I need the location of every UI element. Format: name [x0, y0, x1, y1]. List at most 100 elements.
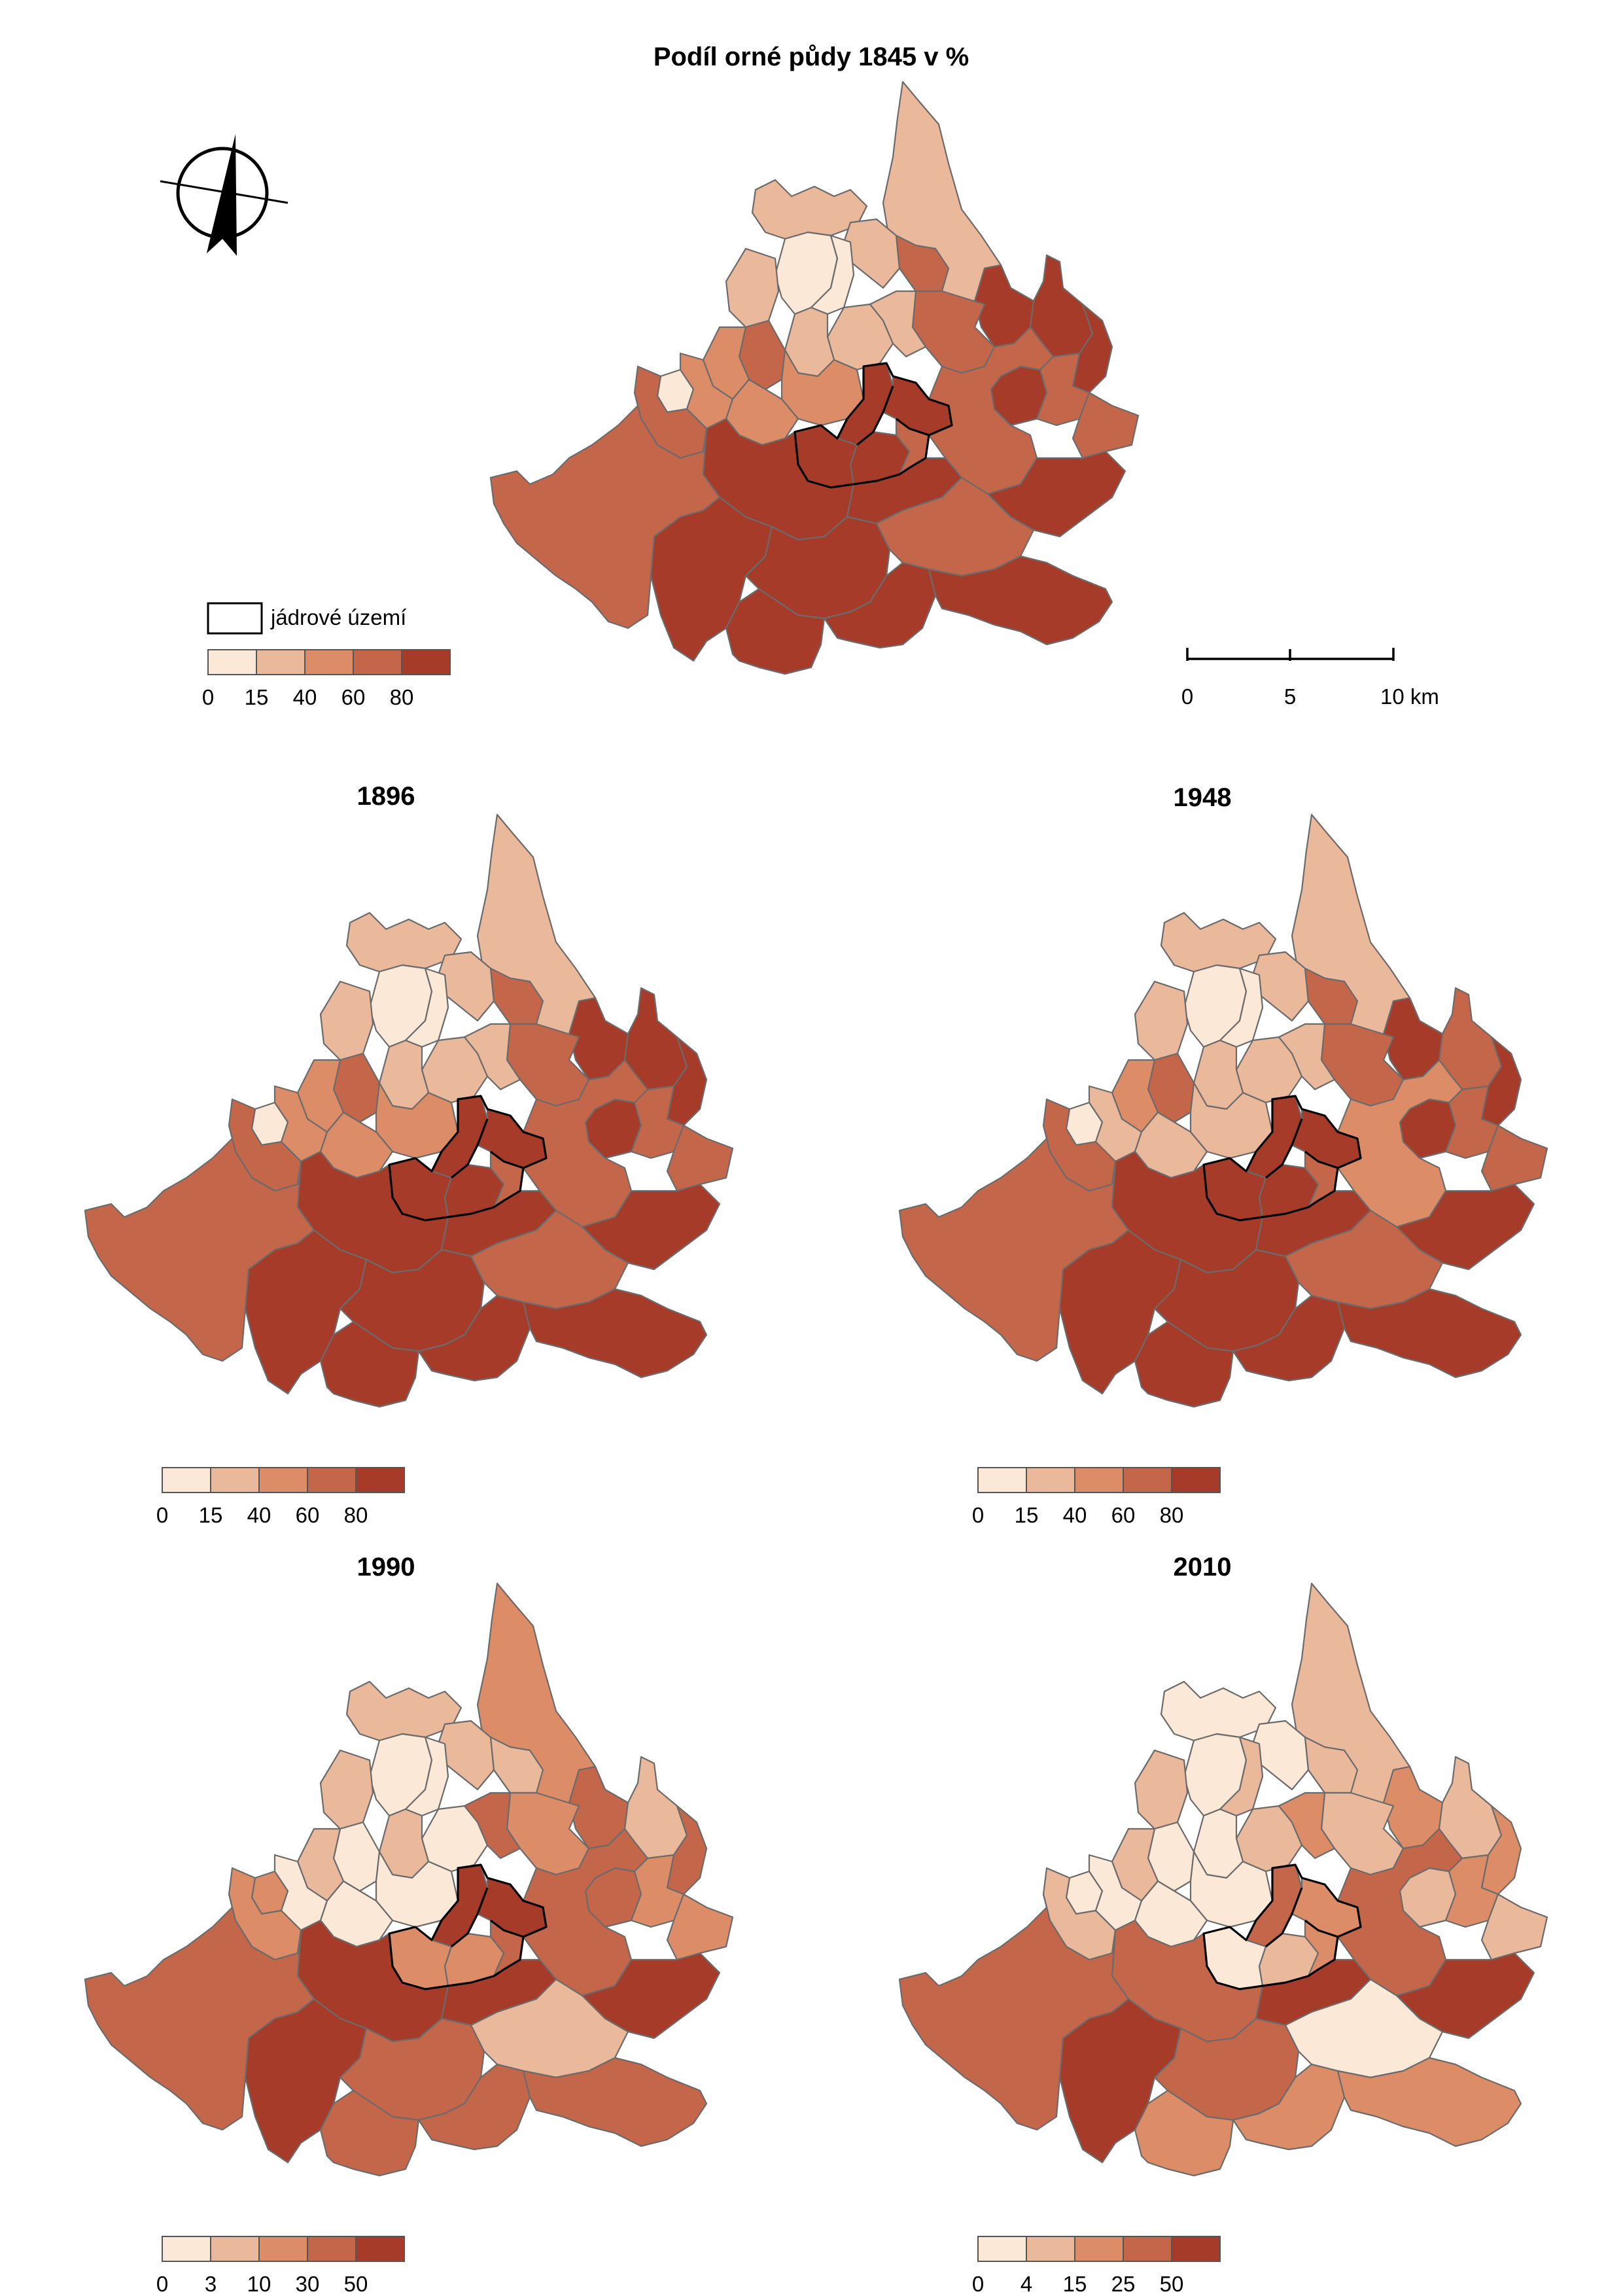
legend-swatch	[162, 1467, 211, 1493]
legend-swatch	[258, 1467, 308, 1493]
municipality-region	[319, 1749, 374, 1830]
legend-swatch	[304, 649, 354, 675]
legend-class-label: 80	[344, 1503, 368, 1527]
municipality-regions	[489, 80, 1140, 675]
legend-swatch	[1026, 1467, 1075, 1493]
municipality-region	[1134, 980, 1189, 1061]
municipality-region	[895, 234, 950, 292]
municipality-region	[319, 980, 374, 1061]
legend-swatch	[1171, 2236, 1221, 2262]
municipality-region	[725, 247, 780, 328]
legend-swatch	[353, 649, 402, 675]
legend-swatch	[1074, 2236, 1124, 2262]
municipality-region	[1320, 1023, 1405, 1107]
legend-class-label: 3	[205, 2272, 217, 2296]
legend-class-label: 15	[1063, 2272, 1087, 2296]
legend-1990: 0 3 10 30 50	[156, 2236, 405, 2296]
municipality-region	[1278, 1023, 1336, 1091]
legend-class-label: 60	[1111, 1503, 1136, 1527]
legend-swatch	[1123, 2236, 1172, 2262]
map-panel-1845	[489, 80, 1140, 675]
legend-class-label: 0	[156, 1503, 168, 1527]
legend-1845: 0 15 40 60 80	[202, 649, 451, 709]
municipality-region	[345, 911, 462, 973]
municipality-region	[898, 1124, 1130, 1362]
municipality-region	[319, 1320, 420, 1408]
municipality-region	[1278, 1792, 1336, 1860]
legend-class-label: 0	[202, 685, 214, 709]
municipality-region	[1160, 911, 1277, 973]
municipality-regions	[898, 813, 1548, 1408]
legend-swatch	[977, 2236, 1027, 2262]
municipality-region	[1336, 2057, 1522, 2147]
legend-class-label: 40	[293, 685, 317, 709]
municipality-region	[1134, 1320, 1234, 1408]
municipality-region	[751, 179, 868, 240]
map-year-title: 1948	[1174, 783, 1232, 812]
core-territory-outline	[1202, 1863, 1362, 1990]
legend-swatch	[210, 1467, 260, 1493]
municipality-region	[522, 2057, 708, 2147]
map-panel-1990	[84, 1582, 734, 2177]
legend-class-label: 50	[344, 2272, 368, 2296]
legend-swatch	[355, 2236, 405, 2262]
core-territory-legend: jádrové území	[207, 602, 406, 635]
municipality-region	[1134, 2089, 1234, 2177]
map-year-title: 2010	[1174, 1553, 1232, 1581]
legend-class-label: 40	[247, 1503, 271, 1527]
legend-class-label: 15	[199, 1503, 223, 1527]
map-year-title: 1896	[357, 782, 415, 811]
legend-swatch	[1171, 1467, 1221, 1493]
scale-bar: 0 5 10 km	[1181, 648, 1439, 709]
legend-class-label: 30	[296, 2272, 320, 2296]
municipality-region	[319, 2089, 420, 2177]
legend-class-label: 80	[390, 685, 414, 709]
legend-swatch	[307, 2236, 357, 2262]
legend-class-label: 40	[1063, 1503, 1087, 1527]
legend-class-label: 60	[296, 1503, 320, 1527]
legend-class-label: 4	[1021, 2272, 1032, 2296]
municipality-region	[345, 1680, 462, 1742]
legend-2010: 0 4 15 25 50	[972, 2236, 1221, 2296]
legend-swatch	[1074, 1467, 1124, 1493]
municipality-region	[522, 1288, 708, 1379]
legend-1896: 0 15 40 60 80	[156, 1467, 405, 1527]
core-territory-label: jádrové území	[270, 605, 406, 629]
municipality-regions	[84, 1582, 734, 2177]
municipality-region	[84, 1893, 315, 2131]
municipality-regions	[84, 813, 734, 1408]
scale-tick-label: 0	[1181, 684, 1193, 709]
legend-swatch	[355, 1467, 405, 1493]
municipality-region	[898, 1893, 1130, 2131]
legend-swatch	[1123, 1467, 1172, 1493]
municipality-region	[1320, 1792, 1405, 1876]
legend-swatch	[258, 2236, 308, 2262]
map-panel-1948	[898, 813, 1548, 1408]
legend-class-label: 80	[1160, 1503, 1184, 1527]
municipality-region	[928, 555, 1113, 646]
legend-class-label: 0	[972, 1503, 984, 1527]
north-arrow-icon	[160, 134, 288, 256]
municipality-region	[869, 290, 927, 358]
legend-swatch	[307, 1467, 357, 1493]
municipality-region	[725, 588, 826, 675]
map-panel-2010	[898, 1582, 1548, 2177]
municipality-region	[489, 391, 721, 629]
municipality-region	[1336, 1288, 1522, 1379]
legend-swatch	[256, 649, 305, 675]
municipality-region	[1160, 1680, 1277, 1742]
map-year-title: 1990	[357, 1553, 415, 1581]
municipality-region	[463, 1792, 521, 1860]
municipality-region	[506, 1792, 590, 1876]
municipality-region	[84, 1124, 315, 1362]
municipality-region	[911, 290, 996, 374]
legend-class-label: 10	[247, 2272, 271, 2296]
map-panel-1896	[84, 813, 734, 1408]
scale-tick-label: 5	[1284, 684, 1296, 709]
legend-class-label: 15	[1015, 1503, 1039, 1527]
municipality-region	[489, 1736, 544, 1794]
legend-swatch	[210, 2236, 260, 2262]
scale-tick-label: 10 km	[1380, 684, 1439, 709]
municipality-region	[463, 1023, 521, 1091]
